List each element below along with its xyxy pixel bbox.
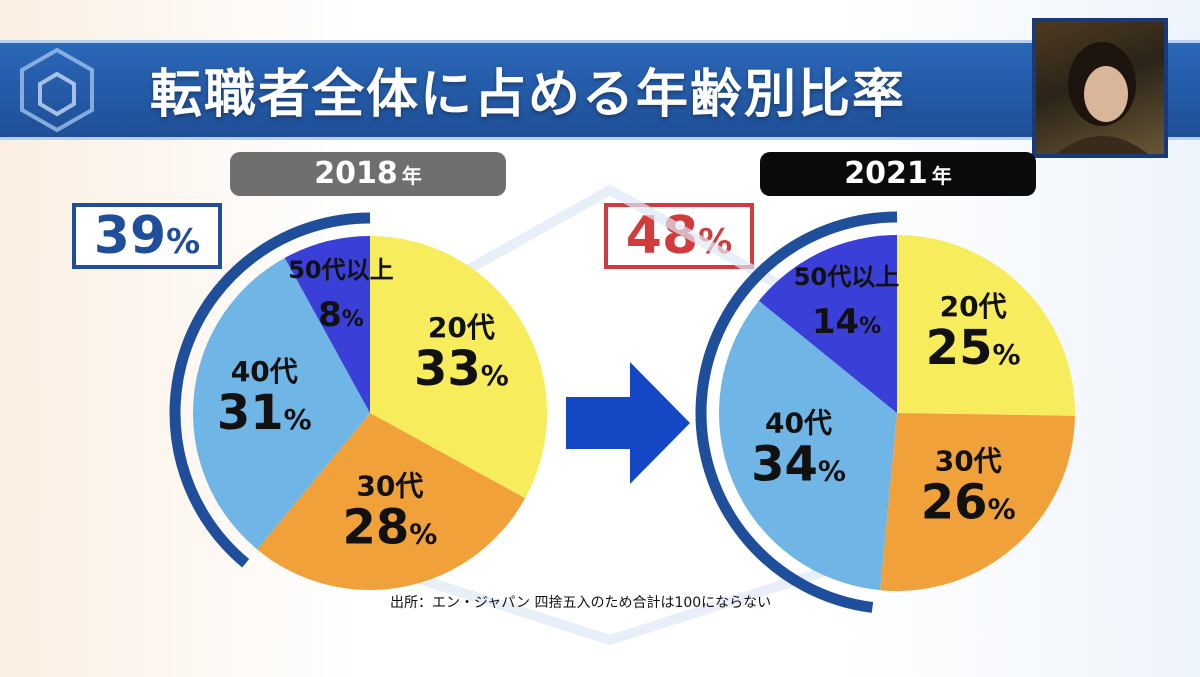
presenter-icon [1056, 42, 1148, 154]
highlight-arc-2018 [169, 212, 371, 568]
slice-label-2021-0: 20代 [940, 290, 1007, 323]
pie-slice-2021-2 [719, 300, 897, 591]
source-footnote: 出所：エン・ジャパン 四捨五入のため合計は100にならない [390, 595, 772, 611]
year-suffix-2018: 年 [401, 164, 422, 188]
year-suffix-2021: 年 [931, 164, 952, 188]
presenter-video-inset [1032, 18, 1168, 158]
highlight-value-2018: 39 [93, 206, 167, 266]
pie-slice-2018-1 [257, 413, 526, 590]
pie-slice-2021-3 [758, 235, 897, 413]
pie-slice-2018-2 [193, 257, 370, 550]
slice-label-2021-1: 30代 [935, 445, 1002, 478]
year-tab-2021: 2021 年 [760, 152, 1036, 196]
year-tab-2018: 2018 年 [230, 152, 506, 196]
highlight-unit-2018: % [166, 222, 201, 262]
slice-label-2018-0: 20代 [428, 311, 495, 344]
year-label-2021: 2021 [844, 156, 928, 191]
slice-label-2021-2: 40代 [765, 406, 832, 439]
slice-label-2021-3: 50代以上 [794, 263, 899, 291]
hexagon-logo-icon [20, 47, 94, 133]
pie-slice-2018-0 [370, 236, 547, 499]
pie-slice-2018-3 [284, 236, 370, 413]
slice-value-2021-3: 14% [812, 302, 881, 342]
pie-slice-2021-1 [880, 413, 1075, 591]
title-bar [0, 40, 1200, 140]
slice-label-2018-3: 50代以上 [288, 256, 393, 284]
highlight-arc-2021 [695, 211, 898, 613]
highlight-box-2018: 39% [72, 203, 222, 269]
year-label-2018: 2018 [314, 156, 398, 191]
right-arrow-icon [566, 362, 690, 484]
pie-slice-2021-0 [897, 235, 1075, 416]
page-title: 転職者全体に占める年齢別比率 [150, 65, 907, 125]
slice-label-2018-1: 30代 [356, 469, 423, 502]
slice-label-2018-2: 40代 [231, 355, 298, 388]
